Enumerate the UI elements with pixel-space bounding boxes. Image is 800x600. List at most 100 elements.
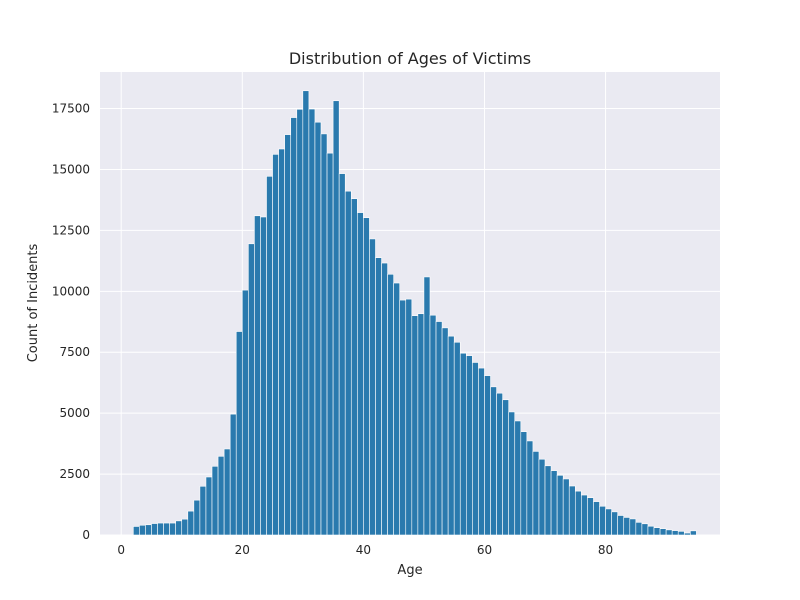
histogram-bar [611,511,618,536]
histogram-bar [514,420,522,536]
histogram-bar [338,173,346,536]
histogram-bar [405,298,413,536]
x-tick-label: 40 [356,543,371,557]
histogram-bar [369,238,376,536]
histogram-bar [653,527,661,536]
histogram-bar [447,335,455,536]
y-tick-label: 2500 [59,467,90,481]
histogram-bar [647,525,655,536]
histogram-bar [544,465,552,536]
histogram-bar [617,515,625,536]
histogram-bar [496,392,503,536]
histogram-bar [193,499,201,536]
histogram-bar [671,530,679,536]
histogram-bar [363,217,370,536]
histogram-bar [314,121,322,536]
histogram-bar [290,117,298,536]
histogram-bar [665,529,673,536]
y-tick-label: 5000 [59,406,90,420]
chart-title: Distribution of Ages of Victims [289,49,531,68]
histogram-bar [629,518,637,536]
histogram-bar [502,399,509,536]
histogram-bar [217,455,225,536]
histogram-bar [308,108,316,536]
y-axis-ticks: 0 2500 5000 7500 10000 12500 15000 17500 [52,102,90,542]
histogram-bar [453,341,461,536]
histogram-bar [623,517,631,536]
histogram-bar [508,411,516,536]
histogram-bar [248,243,255,536]
histogram-bar [344,190,352,536]
histogram-bar [326,152,334,536]
histogram-bar [690,530,697,536]
histogram-bar [332,100,340,536]
histogram-bar [556,474,564,536]
y-tick-label: 0 [82,528,90,542]
histogram-bar [472,362,479,536]
histogram-bar [199,485,207,536]
histogram-bar [635,522,643,536]
histogram-bar [520,431,528,536]
histogram-bar [254,215,261,536]
histogram-bar [223,448,231,536]
histogram-bar [169,522,176,536]
histogram-bar [587,497,594,536]
histogram-bar [459,352,467,536]
histogram-bar [284,134,292,536]
histogram-bar [526,440,534,536]
y-tick-label: 15000 [52,162,90,176]
histogram-bar [151,523,158,536]
histogram-bar [568,485,576,536]
histogram-bar [145,524,152,536]
histogram-bar [484,375,491,536]
histogram-bar [241,289,249,536]
histogram-bar [350,198,358,536]
histogram-bar [641,523,649,536]
histogram-bar [266,175,273,536]
histogram-bar [411,315,419,536]
histogram-bar [393,282,401,536]
histogram-bar [387,273,394,536]
histogram-bar [550,470,558,536]
histogram-bar [490,386,497,536]
histogram-bar [599,505,606,536]
histogram-bar [157,522,164,536]
histogram-bar [375,257,382,536]
x-tick-label: 80 [598,543,613,557]
y-tick-label: 10000 [52,284,90,298]
histogram-bar [357,212,364,536]
histogram-bar [211,465,219,536]
histogram-bar [532,451,540,536]
x-tick-label: 0 [117,543,125,557]
histogram-bar [538,458,546,536]
histogram-bar [562,478,570,536]
histogram-bar [435,321,443,536]
histogram-bar [466,355,473,536]
histogram-bar [187,510,195,536]
histogram-bar [229,413,237,536]
histogram-bar [175,520,183,536]
histogram-bar [133,526,140,536]
histogram-bar [302,90,310,536]
histogram-bar [399,299,407,536]
histogram-bar [605,508,612,536]
histogram-bar [205,476,213,536]
histogram-bar [296,108,304,536]
histogram-bar [381,262,388,536]
histogram-bar [677,531,685,536]
histogram-bar [139,524,146,536]
x-tick-label: 20 [235,543,250,557]
histogram-bar [683,532,691,536]
histogram-bar [320,133,328,536]
y-tick-label: 17500 [52,102,90,116]
histogram-bar [278,148,285,536]
histogram-bar [272,154,279,536]
x-axis-ticks: 0 20 40 60 80 [117,543,613,557]
y-axis-label: Count of Incidents [26,243,41,362]
histogram-bar [478,367,485,536]
histogram-bar [163,522,170,536]
x-axis-label: Age [397,563,422,578]
histogram-bar [659,528,667,536]
histogram-bar [574,490,582,536]
histogram-bar [441,327,449,536]
